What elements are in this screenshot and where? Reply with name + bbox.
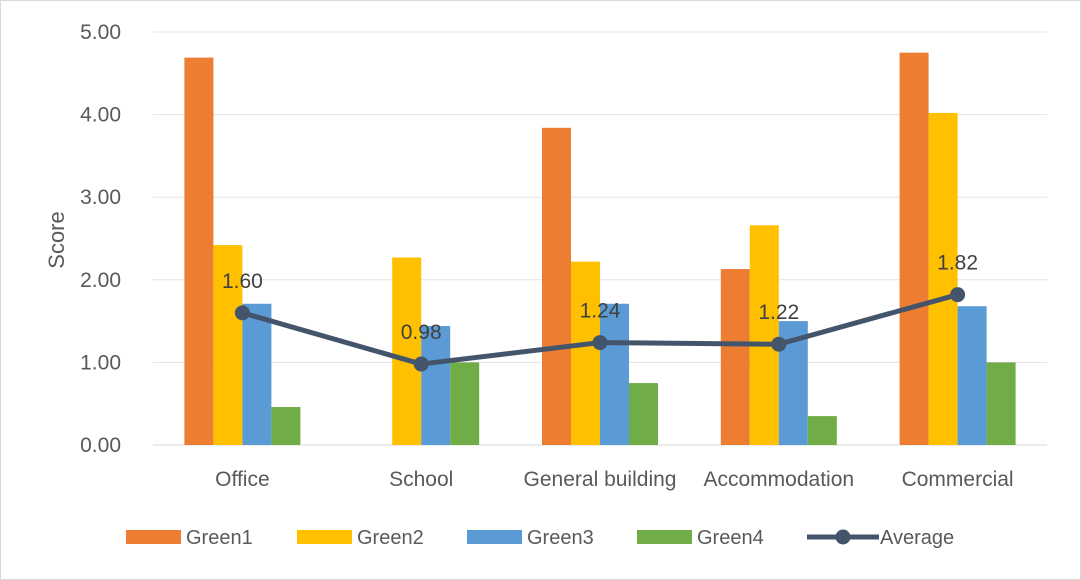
y-tick-label: 2.00 <box>80 269 121 292</box>
average-data-label: 1.60 <box>222 270 263 293</box>
legend-label-green3: Green3 <box>527 527 594 549</box>
average-point <box>771 336 787 352</box>
x-tick-label: School <box>389 468 453 491</box>
x-tick-label: General building <box>524 468 677 491</box>
x-tick-label: Accommodation <box>704 468 855 491</box>
average-point <box>592 335 608 351</box>
bar-green3 <box>421 326 451 445</box>
bar-green2 <box>749 225 779 445</box>
bar-series-group <box>184 52 1016 446</box>
gridlines <box>153 31 1047 446</box>
bar-green1 <box>899 52 929 446</box>
bar-green2 <box>571 261 600 445</box>
average-data-label: 0.98 <box>401 321 442 344</box>
legend-label-average: Average <box>880 527 954 549</box>
legend: Green1 Green2 Green3 Green4 Average <box>126 527 954 549</box>
legend-swatch-average-marker <box>835 529 851 545</box>
bar-green1 <box>184 57 214 446</box>
legend-swatch-green2 <box>297 530 352 544</box>
legend-swatch-green3 <box>467 530 522 544</box>
average-point <box>234 305 250 321</box>
legend-label-green4: Green4 <box>697 527 764 549</box>
bar-green3 <box>242 303 272 445</box>
y-tick-label: 1.00 <box>80 351 121 374</box>
average-data-label: 1.22 <box>758 301 799 324</box>
y-axis-ticks: 0.00 1.00 2.00 3.00 4.00 5.00 <box>80 21 121 457</box>
average-data-label: 1.82 <box>937 252 978 275</box>
bar-green2 <box>213 245 243 445</box>
x-tick-label: Office <box>215 468 269 491</box>
y-axis-title: Score <box>44 211 69 268</box>
bar-green4 <box>450 362 480 445</box>
y-tick-label: 0.00 <box>80 434 121 457</box>
legend-swatch-green4 <box>637 530 692 544</box>
legend-label-green2: Green2 <box>357 527 424 549</box>
average-point <box>950 287 966 303</box>
y-tick-label: 5.00 <box>80 21 121 44</box>
bar-green4 <box>986 362 1016 445</box>
bar-green2 <box>928 112 958 445</box>
bar-green2 <box>392 257 422 445</box>
bar-green1 <box>542 127 571 445</box>
bar-green4 <box>807 416 837 445</box>
bar-green4 <box>271 407 301 445</box>
x-tick-label: Commercial <box>902 468 1014 491</box>
y-tick-label: 3.00 <box>80 186 121 209</box>
legend-swatch-green1 <box>126 530 181 544</box>
average-point <box>413 356 429 372</box>
y-tick-label: 4.00 <box>80 104 121 127</box>
x-axis-ticks: Office School General building Accommodatio… <box>215 468 1013 491</box>
average-data-label: 1.24 <box>580 300 621 323</box>
average-line-group: 1.60 0.98 1.24 1.22 1.82 <box>222 252 978 372</box>
bar-green3 <box>957 306 987 445</box>
legend-label-green1: Green1 <box>186 527 253 549</box>
bar-green3 <box>600 303 629 445</box>
bar-green4 <box>629 383 658 445</box>
bar-green1 <box>720 269 750 445</box>
